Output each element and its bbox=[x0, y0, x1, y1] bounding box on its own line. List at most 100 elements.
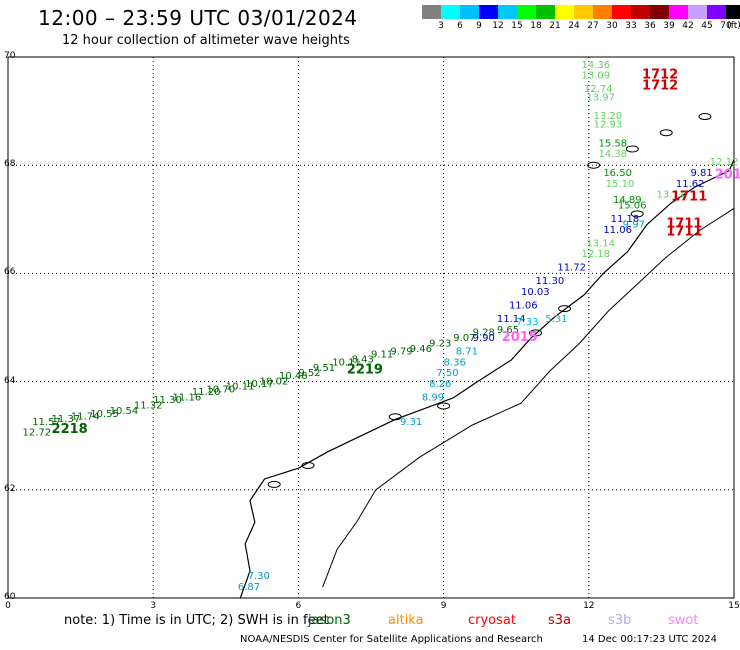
colorbar-swatch bbox=[498, 5, 517, 19]
wave-height-label: 11.14 bbox=[497, 314, 526, 325]
island bbox=[587, 161, 601, 169]
colorbar-labels: 3 6 9 12 15 18 21 24 27 30 33 36 39 42 45 70 (ft) bbox=[422, 21, 740, 33]
wave-height-label: 10.11 bbox=[332, 357, 361, 368]
inland-coastline bbox=[322, 208, 735, 588]
footer-generated: 14 Dec 00:17:23 UTC 2024 bbox=[582, 634, 717, 645]
wave-height-label: 5.31 bbox=[545, 314, 567, 325]
colorbar-label: 27 bbox=[587, 21, 599, 31]
colorbar-label: 39 bbox=[663, 21, 675, 31]
colorbar-label: 6 bbox=[457, 21, 463, 31]
x-tick-label: 0 bbox=[5, 601, 11, 611]
wave-height-label: 15.06 bbox=[618, 200, 647, 211]
pass-id-label: 1712 bbox=[642, 68, 678, 83]
colorbar-swatch bbox=[422, 5, 441, 19]
wave-height-label: 13.09 bbox=[582, 71, 611, 82]
y-tick-label: 62 bbox=[4, 483, 16, 494]
pass-id-label: 1711 bbox=[671, 189, 707, 204]
wave-height-label: 9.31 bbox=[400, 417, 422, 428]
colorbar-swatch bbox=[517, 5, 536, 19]
wave-height-label: 14.89 bbox=[613, 195, 642, 206]
wave-height-label: 11.06 bbox=[509, 301, 538, 312]
y-tick-label: 60 bbox=[4, 592, 16, 602]
footer-source: NOAA/NESDIS Center for Satellite Applica… bbox=[240, 634, 543, 645]
wave-height-label: 11.30 bbox=[153, 395, 182, 406]
colorbar-swatch bbox=[631, 5, 650, 19]
colorbar-label: 30 bbox=[606, 21, 618, 31]
island bbox=[388, 413, 402, 421]
colorbar-label: 36 bbox=[644, 21, 656, 31]
island bbox=[698, 113, 712, 121]
wave-height-label: 11.57 bbox=[32, 417, 61, 428]
wave-height-label: 9.90 bbox=[473, 333, 495, 344]
island bbox=[625, 145, 639, 153]
wave-height-label: 10.17 bbox=[245, 379, 274, 390]
plot-frame bbox=[7, 56, 735, 599]
pass-id-label: 2015 bbox=[502, 330, 538, 345]
wave-height-label: 12.74 bbox=[584, 84, 613, 95]
coastline bbox=[239, 159, 735, 599]
satellite-legend-altika: altika bbox=[388, 613, 424, 628]
wave-height-label: 11.62 bbox=[676, 179, 705, 190]
colorbar-swatch bbox=[574, 5, 593, 19]
wave-height-label: 11.20 bbox=[192, 387, 221, 398]
wave-height-label: 6.87 bbox=[238, 582, 260, 593]
wave-height-label: 10.48 bbox=[279, 371, 308, 382]
wave-height-label: 11.32 bbox=[134, 401, 163, 412]
wave-height-label: 8.71 bbox=[456, 347, 478, 358]
wave-height-label: 14.36 bbox=[582, 60, 611, 71]
colorbar-swatch bbox=[669, 5, 688, 19]
y-tick-label: 66 bbox=[4, 267, 16, 278]
y-tick-label: 68 bbox=[4, 159, 16, 170]
y-tick-label: 70 bbox=[4, 51, 16, 61]
colorbar bbox=[422, 5, 740, 19]
colorbar-swatch bbox=[555, 5, 574, 19]
pass-id-label: 2218 bbox=[52, 422, 88, 437]
colorbar-label: 12 bbox=[492, 21, 504, 31]
colorbar-label: 3 bbox=[438, 21, 444, 31]
pass-id-label: 1711 bbox=[666, 216, 702, 231]
island bbox=[558, 305, 572, 313]
wave-height-label: 10.55 bbox=[90, 409, 119, 420]
wave-height-label: 12.18 bbox=[582, 249, 611, 260]
wave-height-label: 9.07 bbox=[453, 333, 475, 344]
wave-height-label: 11.37 bbox=[52, 414, 81, 425]
wave-height-label: 15.10 bbox=[606, 179, 635, 190]
x-tick-label: 15 bbox=[728, 601, 740, 611]
island bbox=[301, 461, 315, 469]
satellite-legend-jason3: jason3 bbox=[308, 613, 351, 628]
satellite-legend-s3b: s3b bbox=[608, 613, 632, 628]
wave-height-label: 11.72 bbox=[557, 263, 586, 274]
colorbar-swatch bbox=[460, 5, 479, 19]
wave-height-label: 9.65 bbox=[497, 325, 519, 336]
wave-height-label: 12.93 bbox=[594, 119, 623, 130]
colorbar-swatch bbox=[688, 5, 707, 19]
colorbar-label: 15 bbox=[511, 21, 523, 31]
colorbar-label: 9 bbox=[476, 21, 482, 31]
x-tick-label: 3 bbox=[150, 601, 157, 611]
satellite-legend-cryosat: cryosat bbox=[468, 613, 516, 628]
wave-height-label: 7.50 bbox=[436, 368, 458, 379]
wave-height-label: 10.02 bbox=[260, 376, 289, 387]
wave-height-label: 8.43 bbox=[352, 355, 374, 366]
x-tick-label: 9 bbox=[440, 601, 447, 611]
pass-id-label: 1711 bbox=[666, 225, 702, 240]
map-title: 12:00 – 23:59 UTC 03/01/2024 bbox=[38, 6, 358, 30]
colorbar-label: 42 bbox=[682, 21, 694, 31]
wave-height-label: 10.11 bbox=[226, 382, 255, 393]
y-tick-label: 64 bbox=[4, 375, 16, 386]
colorbar-swatch bbox=[593, 5, 612, 19]
colorbar-unit: (ft) bbox=[727, 21, 740, 31]
wave-height-label: 9.52 bbox=[298, 368, 320, 379]
wave-height-label: 10.54 bbox=[110, 406, 139, 417]
legend-note: note: 1) Time is in UTC; 2) SWH is in fe… bbox=[64, 613, 329, 628]
pass-id-label: 2219 bbox=[347, 362, 383, 377]
island bbox=[529, 329, 543, 337]
colorbar-label: 24 bbox=[568, 21, 580, 31]
colorbar-label: 33 bbox=[625, 21, 637, 31]
wave-height-label: 9.79 bbox=[390, 347, 412, 358]
satellite-legend-swot: swot bbox=[668, 613, 699, 628]
wave-height-label: 10.03 bbox=[521, 287, 550, 298]
island bbox=[630, 210, 644, 218]
wave-height-label: 13.11 bbox=[657, 190, 686, 201]
